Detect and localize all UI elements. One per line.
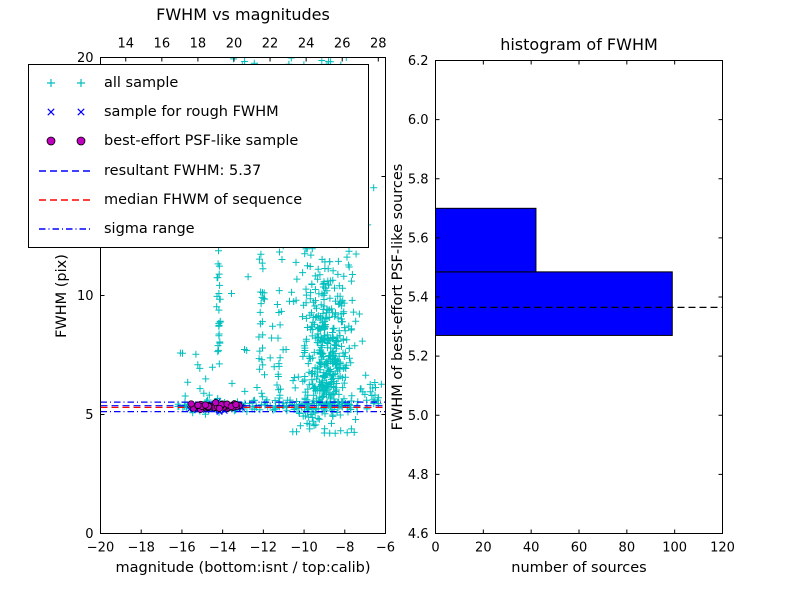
right-ytick-label: 5.0 bbox=[408, 409, 429, 424]
right-ytick-label: 5.4 bbox=[408, 291, 429, 306]
legend-entry-5: sigma range bbox=[37, 214, 368, 243]
right-ytick-label: 5.6 bbox=[408, 231, 429, 246]
left-xtick-label: −16 bbox=[168, 541, 195, 556]
right-xtick-label: 20 bbox=[475, 541, 492, 556]
left-ytick-label: 20 bbox=[77, 51, 94, 66]
legend-dashed-marker-icon bbox=[39, 199, 93, 201]
left-x-axis-label: magnitude (bottom:isnt / top:calib) bbox=[115, 560, 371, 576]
right-ytick-label: 4.8 bbox=[408, 468, 429, 483]
left-top-xtick-label: 14 bbox=[117, 37, 134, 52]
legend-entry-1: sample for rough FWHM bbox=[37, 97, 368, 126]
right-ytick-label: 4.6 bbox=[408, 527, 429, 542]
legend-label: all sample bbox=[104, 74, 179, 91]
legend-label: sample for rough FWHM bbox=[104, 103, 279, 120]
left-y-axis-label: FWHM (pix) bbox=[54, 254, 70, 338]
legend-entry-2: best-effort PSF-like sample bbox=[37, 127, 368, 156]
left-ytick-label: 5 bbox=[85, 408, 93, 423]
left-top-xtick-label: 26 bbox=[334, 37, 351, 52]
legend-label: resultant FWHM: 5.37 bbox=[104, 162, 262, 179]
left-top-xtick-label: 24 bbox=[298, 37, 315, 52]
legend-plus-marker-icon bbox=[47, 78, 85, 87]
legend-circle-marker-icon bbox=[46, 136, 86, 146]
legend-entry-4: median FHWM of sequence bbox=[37, 185, 368, 214]
right-ytick-label: 5.8 bbox=[408, 172, 429, 187]
left-ytick-label: 10 bbox=[77, 289, 94, 304]
psf-like-sample-point bbox=[232, 401, 240, 409]
histogram-bar bbox=[435, 271, 673, 336]
circle-marker-icon bbox=[46, 136, 56, 146]
psf-like-sample-point bbox=[201, 401, 210, 409]
left-xtick-label: −12 bbox=[250, 541, 277, 556]
left-xtick-label: −20 bbox=[87, 541, 114, 556]
right-x-axis-label: number of sources bbox=[511, 560, 647, 576]
left-xtick-label: −10 bbox=[290, 541, 317, 556]
psf-like-sample-point bbox=[212, 399, 220, 407]
right-ytick-label: 5.2 bbox=[408, 350, 429, 365]
right-xtick-label: 80 bbox=[619, 541, 636, 556]
right-y-axis-label: FWHM of best-effort PSF-like sources bbox=[390, 164, 406, 431]
psf-like-sample-point bbox=[194, 401, 202, 409]
legend-label: best-effort PSF-like sample bbox=[104, 133, 299, 150]
right-xtick-label: 40 bbox=[523, 541, 540, 556]
legend: all sample sample for rough FWHM best-effo… bbox=[28, 64, 369, 248]
left-top-xtick-label: 16 bbox=[154, 37, 171, 52]
legend-entry-0: all sample bbox=[37, 68, 368, 97]
left-xtick-label: −18 bbox=[127, 541, 154, 556]
right-xtick-label: 120 bbox=[710, 541, 735, 556]
x-marker-icon bbox=[47, 108, 55, 116]
left-ytick-label: 0 bbox=[85, 527, 93, 542]
right-xtick-label: 100 bbox=[662, 541, 687, 556]
right-xtick-label: 0 bbox=[431, 541, 439, 556]
right-xtick-label: 60 bbox=[571, 541, 588, 556]
right-plot-title: histogram of FWHM bbox=[500, 35, 658, 54]
legend-x-marker-icon bbox=[47, 108, 85, 116]
legend-label: sigma range bbox=[104, 221, 195, 238]
histogram-bar bbox=[435, 207, 537, 273]
legend-dashed-marker-icon bbox=[39, 169, 93, 172]
right-ytick-label: 6.2 bbox=[408, 54, 429, 69]
circle-marker-icon bbox=[76, 136, 86, 146]
legend-entry-3: resultant FWHM: 5.37 bbox=[37, 156, 368, 185]
left-top-xtick-label: 28 bbox=[370, 37, 387, 52]
legend-label: median FHWM of sequence bbox=[104, 191, 303, 208]
legend-dashdot-marker-icon bbox=[39, 228, 93, 230]
psf-like-sample-point bbox=[215, 404, 223, 412]
plus-marker-icon bbox=[47, 78, 55, 87]
left-top-xtick-label: 22 bbox=[262, 37, 279, 52]
left-xtick-label: −14 bbox=[209, 541, 236, 556]
psf-like-sample-point bbox=[187, 400, 195, 408]
right-ytick-label: 6.0 bbox=[408, 113, 429, 128]
left-xtick-label: −6 bbox=[376, 541, 395, 556]
left-top-xtick-label: 20 bbox=[226, 37, 243, 52]
left-top-xtick-label: 18 bbox=[190, 37, 207, 52]
left-plot-title: FWHM vs magnitudes bbox=[156, 5, 330, 24]
plus-marker-icon bbox=[77, 78, 85, 87]
left-xtick-label: −8 bbox=[335, 541, 354, 556]
x-marker-icon bbox=[77, 108, 85, 116]
